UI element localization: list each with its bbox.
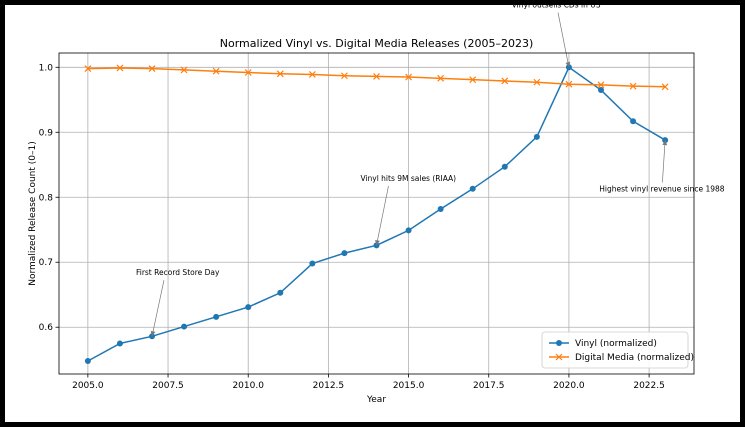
x-tick-label: 2005.0 — [72, 381, 104, 391]
x-tick-label: 2022.5 — [633, 381, 665, 391]
vinyl-point — [181, 323, 188, 330]
y-tick-label: 0.9 — [39, 128, 54, 138]
x-tick-label: 2010.0 — [232, 381, 264, 391]
digital-point — [661, 83, 669, 91]
y-tick-label: 0.6 — [39, 323, 54, 333]
axis-ticks: 2005.0 2007.5 2010.0 2012.5 2015.0 2017.5 2020… — [39, 63, 665, 391]
digital-point — [373, 72, 380, 80]
digital-point — [501, 77, 509, 85]
x-tick-label: 2017.5 — [473, 381, 505, 391]
x-tick-label: 2007.5 — [152, 381, 184, 391]
annotation-arrow — [376, 185, 389, 246]
annotation-arrowhead — [375, 239, 380, 246]
vinyl-point — [309, 260, 316, 267]
annotation-label: Highest vinyl revenue since 1988 — [599, 184, 725, 193]
y-axis-label: Normalized Release Count (0–1) — [28, 141, 38, 286]
legend-digital-label: Digital Media (normalized) — [575, 353, 694, 363]
annotation-label: Vinyl outsells CDs in US — [512, 1, 601, 10]
digital-point — [276, 70, 284, 78]
digital-point — [629, 82, 637, 90]
digital-point — [469, 76, 477, 84]
vinyl-point — [437, 205, 444, 212]
digital-point — [308, 71, 316, 78]
digital-point — [116, 64, 124, 72]
vinyl-point — [630, 118, 637, 125]
plot-area — [58, 52, 695, 375]
y-tick-label: 1.0 — [39, 63, 54, 73]
digital-point — [180, 66, 188, 74]
vinyl-point — [213, 313, 220, 320]
annotation-arrow — [557, 12, 570, 68]
x-axis-label: Year — [366, 395, 386, 405]
annotation-arrow — [662, 140, 666, 183]
annotation-arrow — [151, 280, 165, 337]
annotation-arrowhead — [662, 140, 668, 146]
vinyl-point — [116, 340, 123, 347]
vinyl-point — [501, 163, 508, 170]
digital-point — [148, 65, 156, 73]
vinyl-point — [533, 133, 540, 140]
annotations: First Record Store Day Vinyl hits 9M sale… — [136, 1, 725, 337]
legend-box — [541, 331, 689, 369]
vinyl-point — [469, 185, 476, 192]
digital-line — [87, 67, 666, 88]
digital-point — [533, 78, 541, 86]
vinyl-point — [245, 304, 252, 311]
digital-point — [212, 67, 220, 75]
y-tick-label: 0.8 — [39, 193, 54, 203]
vinyl-point — [405, 227, 412, 234]
x-tick-label: 2012.5 — [313, 381, 345, 391]
legend-digital-marker — [555, 353, 563, 361]
digital-point — [341, 72, 348, 80]
digital-point — [84, 65, 92, 73]
y-tick-label: 0.7 — [39, 258, 53, 268]
legend: Vinyl (normalized) Digital Media (normali… — [541, 331, 694, 369]
annotation-arrowhead — [565, 61, 571, 68]
vinyl-point — [84, 358, 91, 365]
annotation-label: Vinyl hits 9M sales (RIAA) — [360, 174, 456, 183]
legend-vinyl-marker — [556, 340, 562, 346]
vinyl-line — [87, 66, 666, 362]
legend-vinyl-label: Vinyl (normalized) — [575, 339, 657, 349]
annotation-label: First Record Store Day — [136, 268, 220, 277]
annotation-arrowhead — [150, 330, 156, 337]
digital-point — [244, 69, 252, 76]
digital-point — [437, 74, 445, 82]
series-layer — [84, 64, 669, 365]
grid — [59, 53, 694, 374]
digital-point — [597, 81, 605, 89]
vinyl-point — [277, 289, 284, 296]
x-tick-label: 2015.0 — [393, 381, 425, 391]
x-tick-label: 2020.0 — [553, 381, 585, 391]
digital-point — [565, 80, 573, 88]
digital-point — [405, 73, 412, 81]
vinyl-point — [341, 250, 348, 257]
chart-title: Normalized Vinyl vs. Digital Media Relea… — [220, 37, 533, 50]
vinyl-point — [597, 87, 604, 94]
